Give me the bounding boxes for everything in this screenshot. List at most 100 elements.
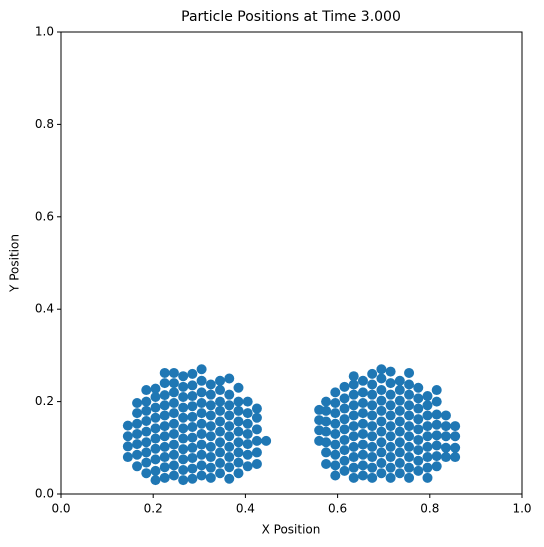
particle: [385, 410, 396, 421]
particle: [168, 449, 179, 460]
particle: [132, 449, 143, 460]
particle: [224, 389, 235, 400]
particle: [159, 441, 170, 452]
particle: [150, 433, 161, 444]
particle: [385, 389, 396, 400]
particle: [168, 460, 179, 471]
particle: [187, 473, 198, 484]
particle: [150, 454, 161, 465]
particle: [431, 409, 442, 420]
particle: [339, 424, 350, 435]
particle: [431, 430, 442, 441]
particle: [233, 382, 244, 393]
particle: [150, 402, 161, 413]
particle: [404, 421, 415, 432]
particle: [394, 426, 405, 437]
particle: [367, 472, 378, 483]
particle: [205, 441, 216, 452]
particle: [330, 408, 341, 419]
particle: [224, 373, 235, 384]
particle: [339, 465, 350, 476]
particle: [394, 395, 405, 406]
particle: [431, 451, 442, 462]
particle: [404, 389, 415, 400]
particle: [205, 379, 216, 390]
x-tick-label: 0.6: [328, 502, 347, 516]
particle: [367, 421, 378, 432]
particle: [178, 381, 189, 392]
particle: [224, 452, 235, 463]
particle: [205, 431, 216, 442]
particle: [339, 393, 350, 404]
particle: [357, 418, 368, 429]
particle: [205, 421, 216, 432]
particle: [348, 389, 359, 400]
particle: [122, 452, 133, 463]
particle: [357, 439, 368, 450]
particle: [233, 457, 244, 468]
particle: [196, 428, 207, 439]
particle: [422, 410, 433, 421]
particle: [413, 445, 424, 456]
particle: [422, 400, 433, 411]
particle: [413, 393, 424, 404]
particle: [450, 452, 461, 463]
particle: [422, 472, 433, 483]
particle: [168, 428, 179, 439]
particle: [376, 385, 387, 396]
y-tick-label: 0.2: [35, 394, 54, 408]
particle: [394, 447, 405, 458]
particle: [242, 428, 253, 439]
particle: [413, 414, 424, 425]
y-axis-label: Y Position: [8, 234, 22, 293]
particle: [339, 434, 350, 445]
particle: [348, 400, 359, 411]
particle: [178, 454, 189, 465]
particle: [376, 373, 387, 384]
particle: [431, 419, 442, 430]
plot-frame: [60, 31, 523, 495]
particle: [242, 439, 253, 450]
particle: [367, 400, 378, 411]
particle: [196, 460, 207, 471]
particle: [187, 432, 198, 443]
particle: [394, 416, 405, 427]
particle: [376, 437, 387, 448]
particle: [413, 455, 424, 466]
particle: [178, 423, 189, 434]
y-tick-label: 1.0: [35, 25, 54, 39]
particle: [330, 397, 341, 408]
particle: [394, 458, 405, 469]
particle: [233, 437, 244, 448]
particle: [141, 437, 152, 448]
particle: [385, 472, 396, 483]
particle: [367, 368, 378, 379]
particle: [450, 442, 461, 453]
particle: [367, 462, 378, 473]
particle: [440, 410, 451, 421]
particle: [367, 441, 378, 452]
particle: [357, 428, 368, 439]
particle: [178, 464, 189, 475]
particle: [242, 396, 253, 407]
particle: [385, 366, 396, 377]
particle: [141, 468, 152, 479]
particle: [330, 449, 341, 460]
particle: [357, 470, 368, 481]
particle: [159, 400, 170, 411]
x-tick-label: 0.8: [420, 502, 439, 516]
particle: [413, 382, 424, 393]
particle: [422, 462, 433, 473]
particle: [150, 465, 161, 476]
particle: [376, 447, 387, 458]
particle: [385, 441, 396, 452]
particle: [367, 410, 378, 421]
particle: [450, 431, 461, 442]
particle: [348, 379, 359, 390]
particle: [348, 431, 359, 442]
particle: [339, 414, 350, 425]
particle: [348, 441, 359, 452]
particle: [122, 431, 133, 442]
particle: [196, 408, 207, 419]
